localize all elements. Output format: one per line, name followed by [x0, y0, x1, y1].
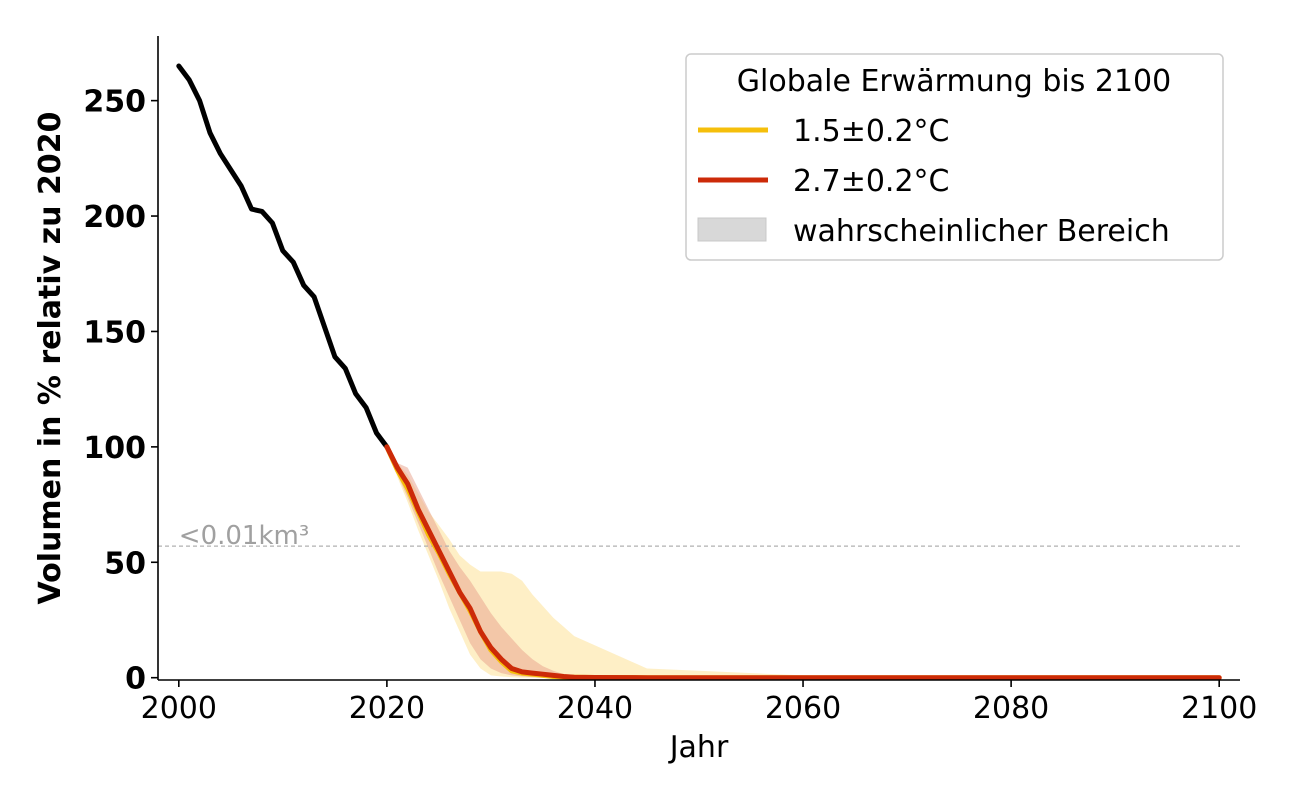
range-band-1	[386, 446, 1220, 678]
x-tick-label: 2000	[141, 691, 217, 726]
y-axis-label: Volumen in % relativ zu 2020	[33, 112, 68, 605]
x-tick-label: 2080	[973, 691, 1049, 726]
x-tick-label: 2060	[765, 691, 841, 726]
y-tick-label: 100	[83, 431, 146, 466]
x-tick-label: 2020	[349, 691, 425, 726]
y-tick-label: 50	[104, 546, 146, 581]
legend-label-range: wahrscheinlicher Bereich	[793, 214, 1170, 249]
series-line-2-7	[384, 444, 1222, 681]
y-tick-label: 250	[83, 85, 146, 120]
legend-label-2-7: 2.7±0.2°C	[793, 164, 950, 199]
x-axis-label: Jahr	[668, 730, 729, 765]
legend-label-1-5: 1.5±0.2°C	[793, 114, 950, 149]
series-lines	[176, 63, 1222, 681]
range-band-2	[386, 446, 1220, 678]
y-tick-label: 0	[125, 662, 146, 697]
y-tick-label: 150	[83, 315, 146, 350]
likely-range-bands	[386, 446, 1220, 678]
x-ticks: 2000 2020 2040 2060 2080 2100	[141, 680, 1257, 726]
legend: Globale Erwärmung bis 2100 1.5±0.2°C 2.7…	[685, 53, 1224, 261]
y-ticks: 0 50 100 150 200 250	[83, 85, 158, 697]
axes: 2000 2020 2040 2060 2080 2100 0 50 100 150 200 250	[83, 36, 1257, 726]
threshold-line-group: <0.01km³	[158, 521, 1240, 551]
legend-title: Globale Erwärmung bis 2100	[737, 64, 1171, 99]
x-tick-label: 2100	[1181, 691, 1257, 726]
series-line-historical	[176, 63, 390, 450]
threshold-label: <0.01km³	[179, 521, 309, 551]
legend-swatch-range	[697, 217, 767, 242]
legend-frame	[685, 53, 1224, 261]
y-tick-label: 200	[83, 200, 146, 235]
x-tick-label: 2040	[557, 691, 633, 726]
